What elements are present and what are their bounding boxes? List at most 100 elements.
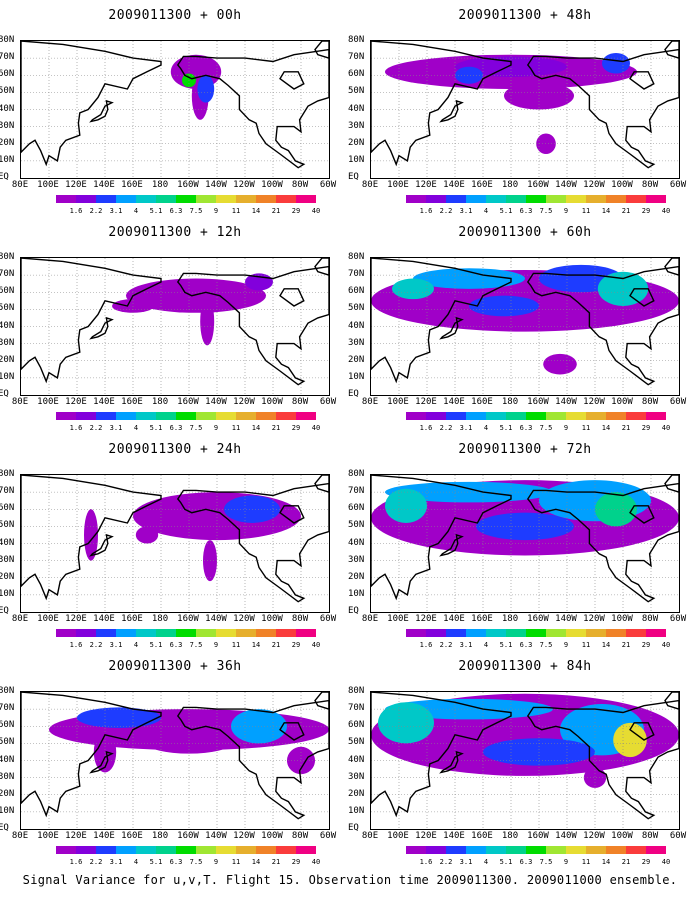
lon-tick-label: 120E — [65, 397, 87, 407]
colorbar-swatch — [406, 629, 426, 637]
coastline — [176, 482, 329, 603]
colorbar-swatch — [426, 629, 446, 637]
colorbar-swatch — [566, 195, 586, 203]
colorbar-label: 21 — [271, 424, 281, 432]
colorbar-swatch — [586, 412, 606, 420]
lat-tick-label: 20N — [348, 571, 365, 582]
lat-tick-label: 20N — [0, 788, 15, 799]
lon-tick-label: 80E — [361, 180, 379, 190]
map-svg — [21, 692, 329, 829]
map-area — [20, 691, 330, 830]
colorbar-swatch — [76, 195, 96, 203]
variance-contour-fill — [378, 702, 434, 744]
lon-tick-label: 60W — [319, 614, 337, 624]
lon-tick-label: 80W — [291, 831, 309, 841]
lon-tick-label: 60W — [319, 397, 337, 407]
colorbar-label: 6.3 — [169, 641, 183, 649]
colorbar-label: 1.6 — [69, 641, 83, 649]
map-panel: 2009011300 + 36h 80N 70N 60N 50N 40N 30N 20N 10N… — [0, 651, 350, 876]
colorbar-label: 6.3 — [169, 207, 183, 215]
lon-tick-label: 80W — [641, 397, 659, 407]
lat-tick-label: 40N — [0, 320, 15, 331]
lon-tick-label: 120E — [415, 614, 437, 624]
lat-tick-label: 70N — [348, 269, 365, 280]
colorbar-swatch — [546, 629, 566, 637]
coastline — [89, 99, 114, 123]
lon-tick-label: 140W — [555, 397, 577, 407]
lat-tick-label: 30N — [0, 120, 15, 131]
lon-tick-label: 160W — [177, 397, 199, 407]
lon-tick-label: 180 — [151, 831, 169, 841]
colorbar — [406, 629, 666, 637]
colorbar-swatch — [626, 629, 646, 637]
lat-tick-label: 50N — [0, 520, 15, 531]
colorbar-label: 4 — [133, 858, 139, 866]
lat-tick-label: 80N — [348, 35, 365, 45]
panel-title: 2009011300 + 48h — [458, 8, 592, 23]
colorbar-label: 4 — [133, 207, 139, 215]
variance-contour-fill — [413, 268, 525, 289]
coastline — [314, 692, 329, 710]
colorbar-label: 5.1 — [149, 858, 163, 866]
colorbar-swatch — [626, 846, 646, 854]
colorbar-swatch — [406, 195, 426, 203]
map-svg — [21, 258, 329, 395]
lon-tick-label: 120W — [583, 831, 605, 841]
colorbar-swatch — [196, 412, 216, 420]
lat-tick-label: EQ — [348, 389, 359, 399]
colorbar-label: 21 — [271, 207, 281, 215]
lon-tick-label: 180 — [151, 614, 169, 624]
colorbar — [56, 195, 316, 203]
colorbar-swatch — [216, 412, 236, 420]
colorbar-swatch — [566, 412, 586, 420]
colorbar — [56, 846, 316, 854]
colorbar-swatch — [116, 846, 136, 854]
figure-caption: Signal Variance for u,v,T. Flight 15. Ob… — [22, 873, 678, 887]
colorbar-swatch — [466, 412, 486, 420]
lon-tick-label: 100W — [611, 180, 633, 190]
colorbar-label: 40 — [311, 858, 321, 866]
colorbar-label: 1.6 — [419, 858, 433, 866]
colorbar-label: 9 — [213, 641, 219, 649]
colorbar-label: 7.5 — [539, 641, 553, 649]
lon-tick-label: 80W — [291, 397, 309, 407]
lat-tick-label: 50N — [0, 737, 15, 748]
map-area — [20, 257, 330, 396]
lon-tick-label: 180 — [151, 180, 169, 190]
lon-tick-label: 140E — [93, 180, 115, 190]
variance-contour-fill — [392, 278, 434, 300]
lat-tick-label: 20N — [348, 354, 365, 365]
colorbar-swatch — [196, 629, 216, 637]
lon-tick-label: 120E — [65, 180, 87, 190]
lon-tick-label: 100W — [611, 397, 633, 407]
colorbar-label: 2.2 — [89, 207, 103, 215]
panel-title: 2009011300 + 00h — [108, 8, 242, 23]
lon-tick-label: 120W — [233, 614, 255, 624]
colorbar-label: 7.5 — [539, 207, 553, 215]
lon-tick-label: 140E — [93, 614, 115, 624]
colorbar-label: 9 — [563, 858, 569, 866]
colorbar-label: 2.2 — [89, 641, 103, 649]
colorbar-label: 21 — [621, 641, 631, 649]
lat-tick-label: 60N — [0, 286, 15, 297]
coastline — [89, 750, 114, 774]
coastline — [664, 258, 679, 276]
colorbar-label: 2.2 — [439, 424, 453, 432]
colorbar-swatch — [506, 629, 526, 637]
colorbar-label: 9 — [563, 424, 569, 432]
lat-tick-label: 40N — [0, 537, 15, 548]
lat-tick-label: 30N — [348, 771, 365, 782]
colorbar-label: 14 — [601, 858, 611, 866]
variance-contour-fill — [602, 52, 630, 74]
variance-contour-fill — [469, 295, 539, 317]
colorbar-swatch — [116, 412, 136, 420]
colorbar-label: 6.3 — [169, 424, 183, 432]
colorbar — [56, 629, 316, 637]
lat-tick-label: 50N — [0, 86, 15, 97]
colorbar-label: 11 — [581, 207, 591, 215]
lon-tick-label: 160E — [121, 831, 143, 841]
lon-tick-label: 80E — [11, 180, 29, 190]
colorbar-label: 5.1 — [499, 424, 513, 432]
colorbar-label: 4 — [483, 424, 489, 432]
colorbar-label: 7.5 — [189, 641, 203, 649]
